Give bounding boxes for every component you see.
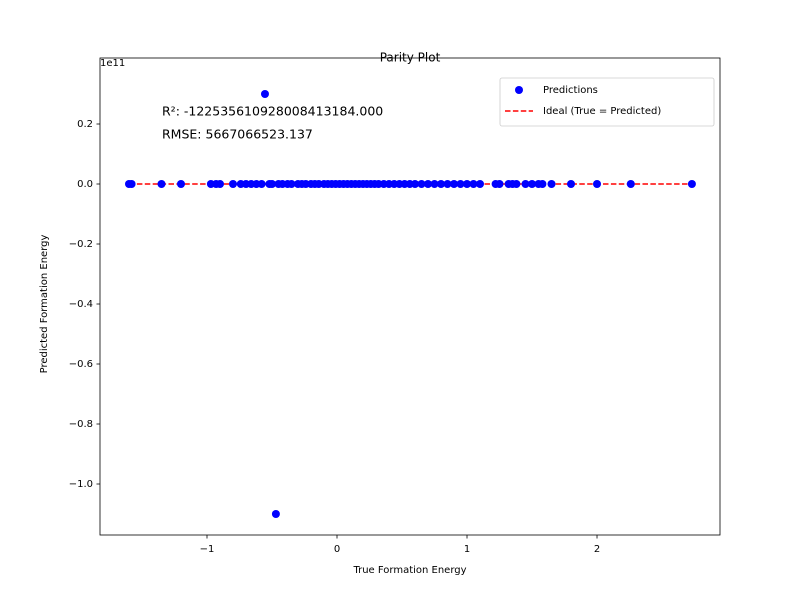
legend-label: Predictions xyxy=(543,85,598,96)
y-tick-label: −0.4 xyxy=(69,299,93,310)
point xyxy=(127,180,136,188)
point xyxy=(528,180,537,188)
point xyxy=(593,180,602,188)
point xyxy=(547,180,556,188)
point xyxy=(476,180,485,188)
point xyxy=(260,90,269,98)
y-tick-label: −0.8 xyxy=(69,419,93,430)
point xyxy=(538,180,547,188)
x-tick-label: 2 xyxy=(594,544,600,555)
point xyxy=(437,180,446,188)
point xyxy=(626,180,635,188)
y-offset-label: 1e11 xyxy=(100,58,125,69)
chart-title: Parity Plot xyxy=(380,51,441,65)
point xyxy=(469,180,478,188)
annotation: R²: -122535610928008413184.000 xyxy=(162,104,383,119)
legend-marker xyxy=(515,86,523,94)
y-tick-label: −1.0 xyxy=(69,479,93,490)
y-axis-label: Predicted Formation Energy xyxy=(39,235,50,374)
x-tick-label: −1 xyxy=(200,544,215,555)
point xyxy=(157,180,166,188)
point xyxy=(512,180,521,188)
point xyxy=(450,180,459,188)
x-tick-label: 0 xyxy=(334,544,340,555)
y-tick-label: −0.6 xyxy=(69,359,93,370)
y-tick-label: 0.0 xyxy=(77,179,93,190)
point xyxy=(567,180,576,188)
plot-frame xyxy=(99,57,721,536)
y-tick-label: −0.2 xyxy=(69,239,93,250)
point xyxy=(417,180,426,188)
point xyxy=(521,180,530,188)
legend-label: Ideal (True = Predicted) xyxy=(543,106,661,117)
point xyxy=(257,180,266,188)
point xyxy=(687,180,696,188)
point xyxy=(463,180,472,188)
point xyxy=(267,180,276,188)
point xyxy=(176,180,185,188)
point xyxy=(287,180,296,188)
point xyxy=(495,180,504,188)
legend-box xyxy=(499,77,715,127)
x-axis-label: True Formation Energy xyxy=(352,565,466,576)
point xyxy=(411,180,420,188)
point xyxy=(228,180,237,188)
y-tick-label: 0.2 xyxy=(77,119,93,130)
point xyxy=(271,510,280,518)
point xyxy=(424,180,433,188)
point xyxy=(456,180,465,188)
x-tick-label: 1 xyxy=(464,544,470,555)
point xyxy=(443,180,452,188)
annotation: RMSE: 5667066523.137 xyxy=(162,127,313,142)
point xyxy=(215,180,224,188)
point xyxy=(430,180,439,188)
